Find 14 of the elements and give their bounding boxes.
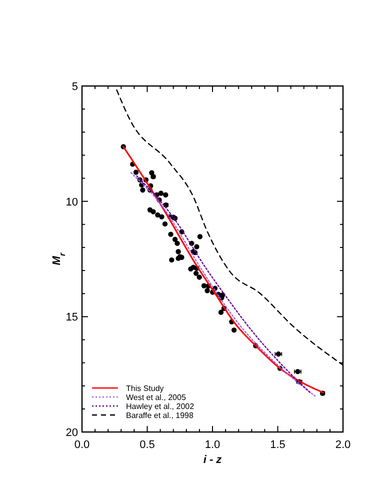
x-tick-label: 0.5 [140,439,155,451]
legend-label: Hawley et al., 2002 [126,402,195,411]
x-tick-label: 2.0 [335,439,351,451]
y-tick-label: 5 [72,81,78,93]
legend-label: This Study [126,384,164,393]
y-tick-label: 15 [66,312,78,324]
y-tick-label: 20 [66,427,78,439]
legend-label: West et al., 2005 [126,393,186,402]
x-axis-title: i - z [203,454,222,466]
legend-label: Baraffe et al., 1998 [126,411,194,420]
x-tick-label: 1.0 [204,439,220,451]
x-tick-label: 0.0 [74,439,90,451]
x-tick-label: 1.5 [270,439,286,451]
y-tick-label: 10 [66,196,78,208]
